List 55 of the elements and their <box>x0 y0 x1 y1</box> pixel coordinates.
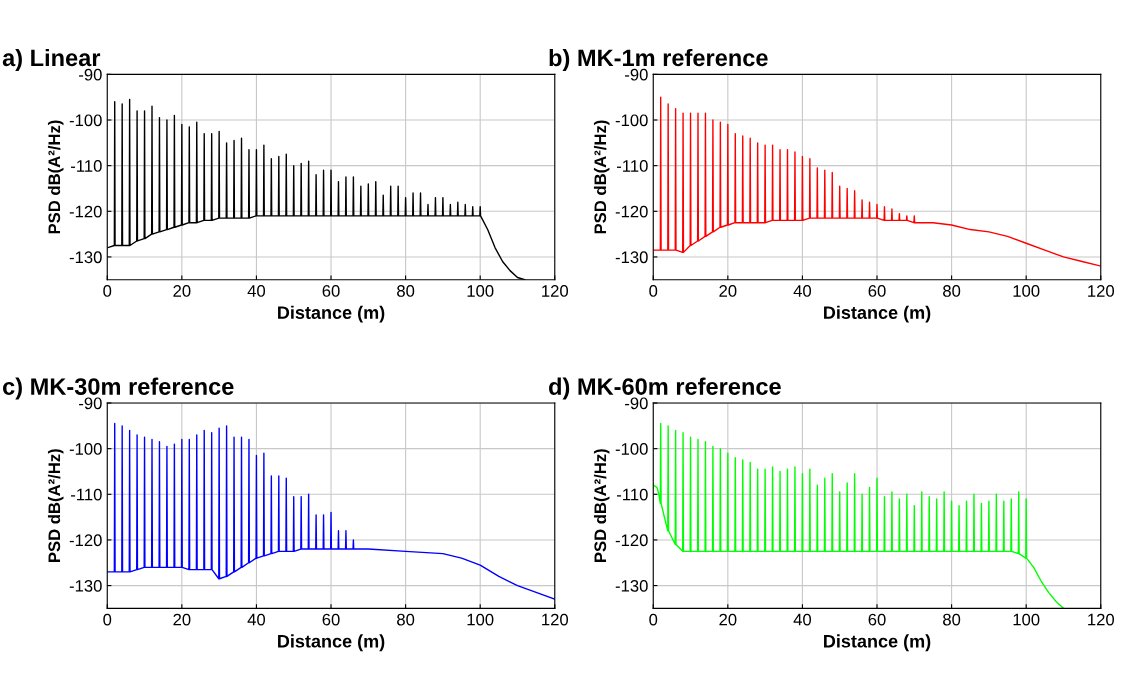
x-axis-title: Distance (m) <box>824 305 931 323</box>
x-tick-label: 60 <box>868 285 886 297</box>
y-tick-label: -110 <box>617 160 648 172</box>
y-axis-title: PSD dB(A²/Hz) <box>593 449 610 562</box>
line-series <box>653 422 1065 609</box>
x-tick-label: 40 <box>793 613 812 626</box>
line-series <box>107 422 555 600</box>
y-tick-label: -130 <box>69 579 102 592</box>
y-tick-label: -130 <box>615 251 648 264</box>
x-tick-label: 120 <box>542 285 569 297</box>
x-tick-label: 100 <box>1013 613 1040 626</box>
x-tick-label: 20 <box>173 285 191 297</box>
x-tick-label: 20 <box>173 613 191 626</box>
x-tick-label: 100 <box>467 285 494 297</box>
line-series <box>653 96 1101 267</box>
y-axis-title: PSD dB(A²/Hz) <box>47 120 64 234</box>
x-axis-title: Distance (m) <box>824 634 931 652</box>
x-tick-label: 100 <box>1013 285 1040 297</box>
y-tick-label: -130 <box>69 251 102 264</box>
x-axis-title: Distance (m) <box>278 305 385 323</box>
y-tick-label: -100 <box>615 443 648 455</box>
x-tick-label: 80 <box>397 285 415 297</box>
x-tick-label: 40 <box>793 285 812 297</box>
y-tick-label: -100 <box>615 114 648 127</box>
y-tick-label: -110 <box>71 160 102 172</box>
x-tick-label: 60 <box>868 613 886 626</box>
x-tick-label: 0 <box>103 285 112 297</box>
y-tick-label: -120 <box>69 205 102 218</box>
x-tick-label: 100 <box>467 613 494 626</box>
y-tick-label: -120 <box>615 534 648 547</box>
y-tick-label: -100 <box>69 443 102 455</box>
x-tick-label: 0 <box>649 285 658 297</box>
x-tick-label: 40 <box>247 285 266 297</box>
x-tick-label: 0 <box>103 613 112 626</box>
y-tick-label: -110 <box>617 488 648 501</box>
y-axis-title: PSD dB(A²/Hz) <box>593 120 610 234</box>
x-tick-label: 40 <box>247 613 266 626</box>
y-tick-label: -100 <box>69 114 102 127</box>
y-tick-label: -120 <box>69 534 102 547</box>
y-tick-label: -120 <box>615 205 648 218</box>
y-tick-label: -130 <box>615 579 648 592</box>
y-tick-label: -110 <box>71 488 102 501</box>
x-tick-label: 80 <box>397 613 415 626</box>
x-tick-label: 60 <box>322 613 340 626</box>
x-tick-label: 120 <box>1088 285 1115 297</box>
x-tick-label: 80 <box>943 285 961 297</box>
x-tick-label: 120 <box>1088 613 1115 626</box>
x-tick-label: 120 <box>542 613 569 626</box>
x-axis-title: Distance (m) <box>278 634 385 652</box>
y-axis-title: PSD dB(A²/Hz) <box>47 449 64 562</box>
x-tick-label: 20 <box>719 613 737 626</box>
x-tick-label: 20 <box>719 285 737 297</box>
x-tick-label: 0 <box>649 613 658 626</box>
x-tick-label: 60 <box>322 285 340 297</box>
x-tick-label: 80 <box>943 613 961 626</box>
